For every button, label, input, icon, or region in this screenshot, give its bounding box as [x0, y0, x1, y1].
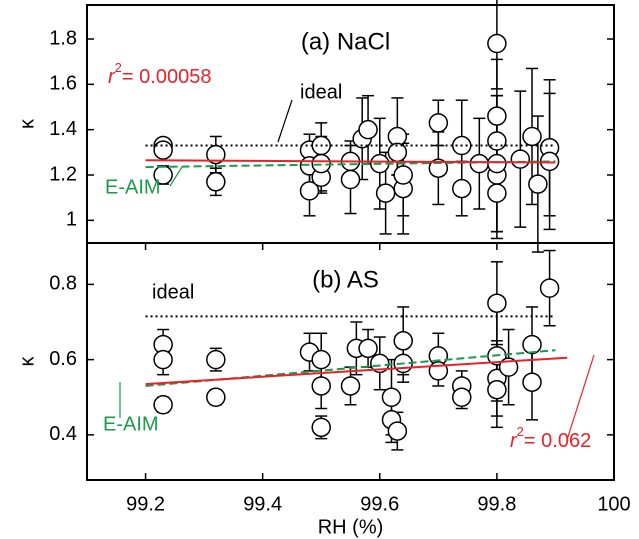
y-tick-label: 0.4: [49, 423, 77, 445]
data-point: [381, 387, 402, 407]
r-value: = 0.00058: [122, 66, 212, 88]
r-symbol: r: [108, 66, 116, 88]
data-point: [487, 131, 507, 151]
reference-line: [145, 356, 568, 386]
y-tick-label: 1.4: [49, 118, 77, 140]
y-tick-label: 1: [66, 209, 77, 231]
y-tick-label: 1.6: [49, 73, 77, 95]
line-label: ideal: [152, 281, 194, 303]
x-tick-label: 99.2: [126, 493, 165, 515]
y-axis-label: κ: [16, 356, 38, 367]
r-value: = 0.062: [524, 430, 591, 452]
data-point: [522, 334, 542, 355]
data-point: [375, 183, 396, 203]
leader-line: [566, 354, 595, 441]
line-label: ideal: [300, 81, 342, 103]
data-point: [452, 387, 472, 407]
leader-line: [169, 166, 183, 187]
data-point: [358, 338, 378, 359]
data-point: [206, 387, 226, 407]
y-tick-label: 0.6: [49, 348, 77, 370]
x-tick-label: 99.4: [243, 493, 282, 515]
data-point: [311, 417, 331, 438]
line-label: E-AIM: [103, 413, 159, 435]
data-point: [340, 169, 361, 190]
data-point: [358, 119, 378, 140]
r-symbol: r: [510, 430, 518, 452]
data-point: [153, 349, 173, 370]
data-point: [522, 372, 542, 392]
leader-line: [277, 99, 293, 143]
data-point: [539, 151, 560, 172]
data-point: [340, 376, 361, 396]
x-tick-label: 100: [597, 493, 630, 515]
data-point: [487, 183, 507, 203]
data-point: [487, 33, 507, 54]
r-exponent: 2: [115, 60, 122, 75]
data-point: [153, 140, 173, 160]
plot-frame: [86, 242, 615, 481]
data-point: [370, 353, 390, 374]
data-point: [487, 106, 507, 126]
data-point: [510, 149, 531, 169]
y-tick-label: 0.8: [49, 273, 77, 295]
line-label: E-AIM: [105, 176, 161, 198]
x-tick-label: 99.8: [477, 493, 516, 515]
data-point: [206, 349, 226, 370]
data-point: [469, 153, 490, 174]
line-label: r2= 0.062: [510, 424, 591, 452]
data-point: [299, 181, 320, 201]
data-point: [528, 174, 548, 194]
data-point: [311, 349, 331, 370]
r-exponent: 2: [517, 424, 524, 439]
panel-title: (a) NaCl: [301, 28, 390, 55]
data-point: [206, 172, 226, 192]
reference-line: [145, 349, 556, 387]
y-tick-label: 1.2: [49, 163, 77, 185]
data-point: [393, 165, 413, 185]
data-point: [153, 395, 173, 415]
data-point: [393, 331, 413, 351]
data-point: [487, 379, 507, 400]
reference-line: [145, 159, 556, 164]
x-tick-label: 99.6: [360, 493, 399, 515]
data-point: [311, 376, 331, 396]
y-tick-label: 1.8: [49, 27, 77, 49]
data-point: [487, 293, 507, 313]
data-point: [522, 126, 542, 147]
data-point: [539, 278, 560, 298]
y-axis-label: κ: [16, 118, 38, 129]
line-label: r2= 0.00058: [108, 60, 211, 88]
data-point: [428, 113, 449, 133]
panel-title: (b) AS: [312, 266, 379, 293]
data-point: [452, 178, 472, 199]
x-axis-label: RH (%): [318, 516, 384, 538]
data-point: [387, 421, 408, 441]
data-point: [487, 153, 507, 174]
